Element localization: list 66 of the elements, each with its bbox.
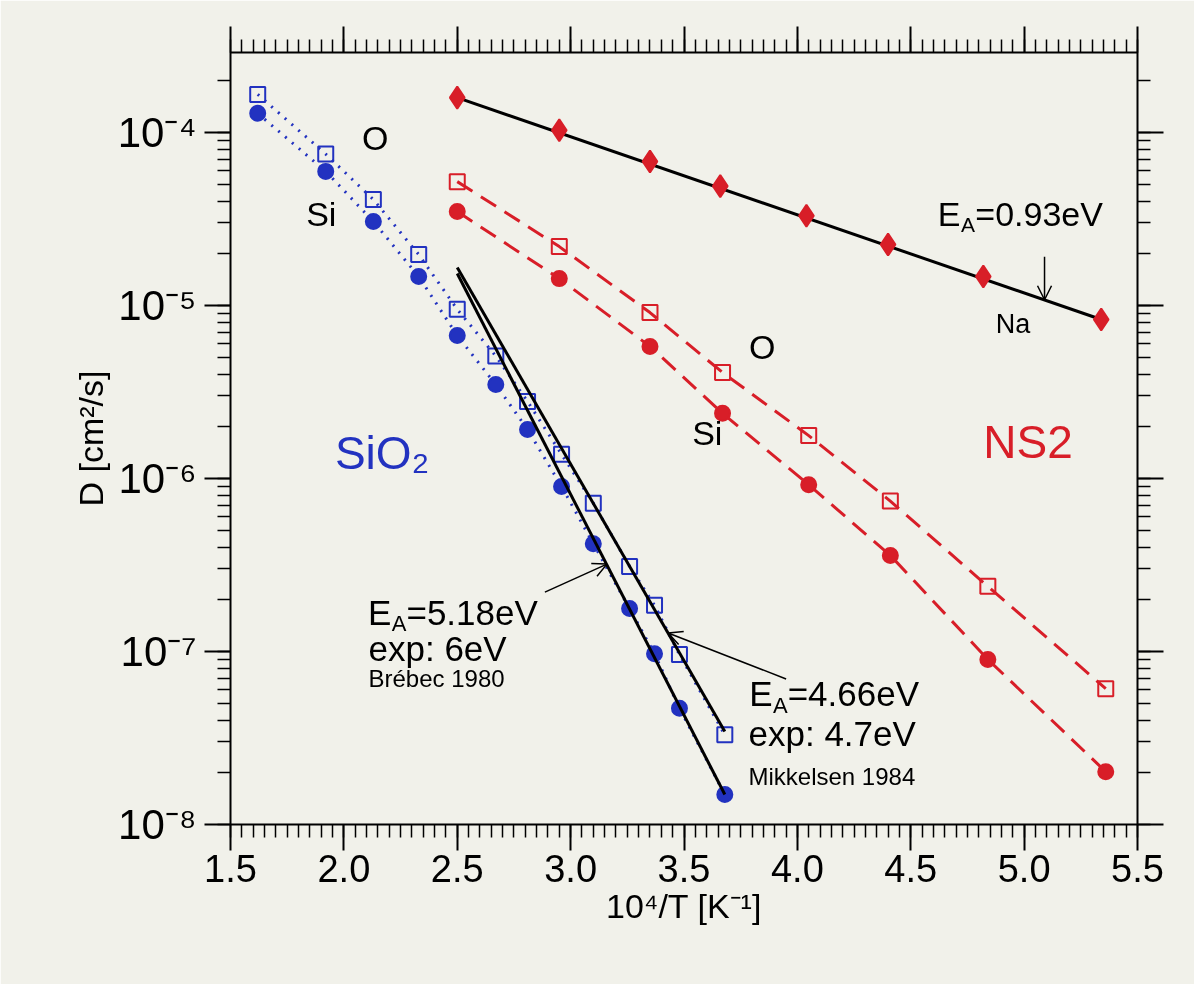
x-tick-label: 4.0: [770, 847, 824, 890]
point: [487, 376, 505, 394]
annotation: Si: [692, 413, 723, 452]
y-tick-label: 10⁻⁵: [118, 282, 197, 329]
point: [646, 596, 664, 614]
point: [881, 492, 899, 510]
point: [410, 246, 428, 264]
annotation: exp: 4.7eV: [748, 714, 917, 753]
point: [641, 304, 659, 322]
point: [881, 546, 899, 564]
annotation: Na: [995, 308, 1032, 339]
annotation: SiO₂: [334, 426, 430, 479]
point: [410, 268, 428, 286]
point: [317, 162, 335, 180]
point: [519, 421, 537, 438]
point: [714, 404, 732, 422]
point: [711, 174, 729, 199]
point: [448, 203, 466, 221]
point: [249, 85, 267, 103]
x-tick-label: 3.0: [544, 847, 598, 890]
point: [448, 173, 466, 191]
y-axis-title: D [cm²/s]: [71, 370, 110, 507]
point: [249, 104, 267, 122]
annotation: O: [748, 327, 776, 366]
point: [979, 577, 997, 595]
point: [317, 145, 335, 163]
x-tick-label: 4.5: [884, 847, 938, 890]
y-tick-label: 10⁻⁴: [117, 109, 197, 156]
point: [1092, 307, 1110, 332]
point: [448, 85, 466, 110]
point: [553, 445, 571, 463]
y-tick-label: 10⁻⁸: [118, 801, 197, 848]
y-tick-label: 10⁻⁶: [118, 455, 197, 502]
point: [974, 264, 992, 289]
x-tick-label: 5.0: [997, 847, 1051, 890]
point: [1097, 763, 1115, 781]
point: [670, 646, 688, 664]
point: [487, 347, 505, 365]
annotation: O: [361, 118, 389, 157]
point: [550, 270, 568, 288]
point: [714, 363, 732, 381]
point: [800, 427, 818, 445]
x-tick-label: 2.0: [317, 847, 371, 890]
point: [519, 392, 537, 410]
x-tick-label: 1.5: [204, 847, 257, 890]
point: [979, 650, 997, 668]
point: [641, 337, 659, 355]
annotation: Mikkelsen 1984: [748, 763, 916, 790]
x-tick-label: 2.5: [430, 847, 484, 890]
point: [584, 494, 602, 512]
point: [448, 327, 466, 345]
y-tick-label: 10⁻⁷: [120, 628, 197, 675]
point: [364, 212, 382, 230]
point: [1097, 680, 1115, 698]
point: [448, 300, 466, 318]
point: [550, 238, 568, 256]
point: [716, 726, 734, 744]
annotation: Si: [306, 194, 337, 233]
point: [550, 118, 568, 143]
point: [641, 149, 659, 174]
point: [364, 190, 382, 208]
annotation: NS2: [983, 415, 1073, 468]
point: [879, 232, 897, 257]
point: [621, 557, 639, 575]
x-tick-label: 5.5: [1111, 847, 1164, 890]
point: [800, 476, 818, 494]
